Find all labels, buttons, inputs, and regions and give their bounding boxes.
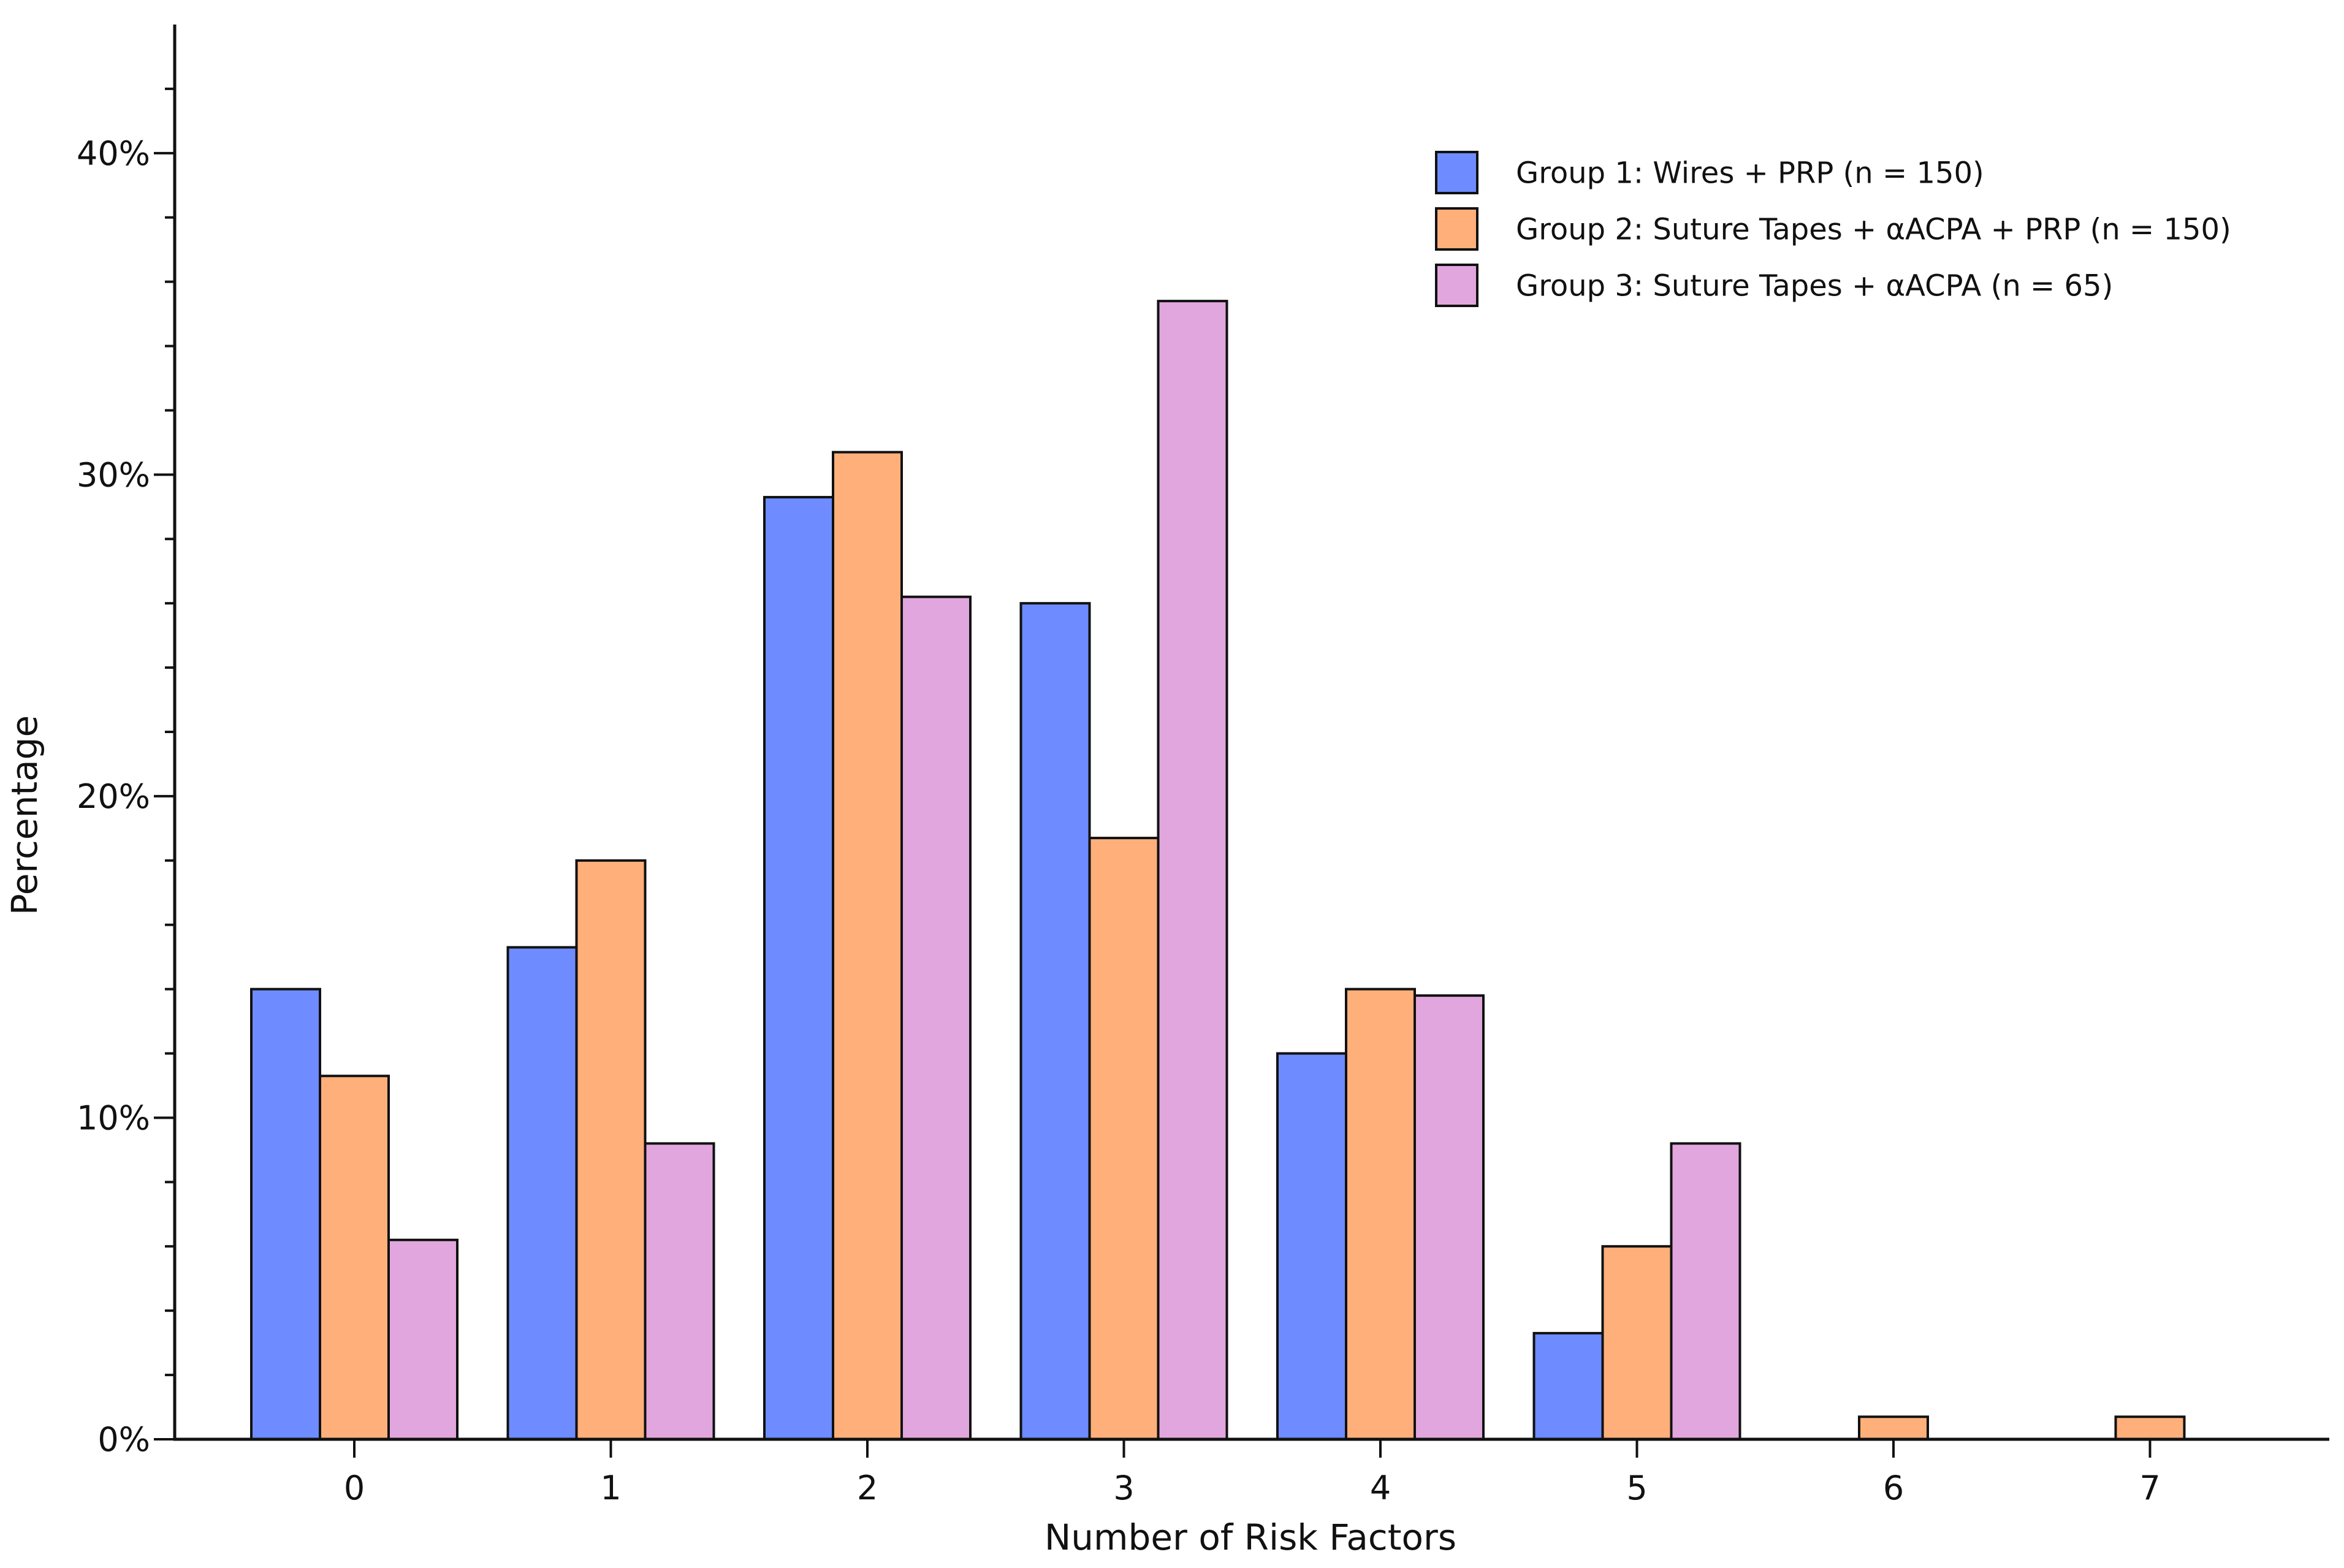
y-tick-label: 40% [77,134,150,173]
bar-series2-cat-1 [575,859,647,1441]
y-tick-label: 10% [77,1098,150,1137]
bar-series1-cat-3 [1019,602,1091,1441]
x-tick-label: 0 [344,1469,365,1507]
legend-label-series2: Group 2: Suture Tapes + αACPA + PRP (n =… [1516,213,2231,247]
bar-series2-cat-5 [1601,1245,1673,1441]
x-tick-label: 1 [600,1469,621,1507]
y-tick-label: 0% [97,1420,150,1459]
legend-swatch-series3 [1435,264,1478,307]
bar-series1-cat-4 [1276,1052,1347,1441]
legend-label-series1: Group 1: Wires + PRP (n = 150) [1516,156,1984,191]
bar-series3-cat-2 [900,595,972,1441]
y-tick-label: 20% [77,777,150,816]
x-tick-label: 3 [1113,1469,1134,1507]
bar-series2-cat-3 [1088,837,1160,1441]
bar-series2-cat-0 [319,1075,390,1441]
x-tick-label: 6 [1883,1469,1904,1507]
bar-series2-cat-2 [832,451,903,1441]
bar-series2-cat-6 [1858,1415,1929,1441]
bars-group [250,300,2186,1441]
y-axis-title: Percentage [4,715,45,915]
legend-label-series3: Group 3: Suture Tapes + αACPA (n = 65) [1516,269,2113,303]
bar-series3-cat-3 [1157,300,1228,1441]
bar-series3-cat-1 [644,1142,715,1441]
ticks-group: 0% 10% 20% 30% 40% 0 1 2 3 4 5 6 7 [77,87,2161,1507]
x-tick-label: 4 [1370,1469,1391,1507]
bar-series3-cat-4 [1414,994,1485,1441]
x-tick-label: 7 [2139,1469,2160,1507]
bar-series2-cat-7 [2114,1415,2186,1441]
legend-swatch-series2 [1435,207,1478,251]
bar-series1-cat-0 [250,988,321,1441]
bar-series1-cat-5 [1532,1331,1604,1441]
bar-series1-cat-2 [763,496,834,1441]
bar-series3-cat-5 [1670,1142,1741,1441]
x-tick-label: 2 [857,1469,878,1507]
bar-series1-cat-1 [506,946,578,1441]
x-tick-label: 5 [1626,1469,1647,1507]
x-axis-title: Number of Risk Factors [1045,1517,1456,1558]
bar-series3-cat-0 [387,1238,459,1441]
y-tick-label: 30% [77,455,150,494]
legend: Group 1: Wires + PRP (n = 150) Group 2: S… [1435,151,2231,307]
bar-series2-cat-4 [1345,988,1416,1441]
legend-swatch-series1 [1435,151,1478,194]
